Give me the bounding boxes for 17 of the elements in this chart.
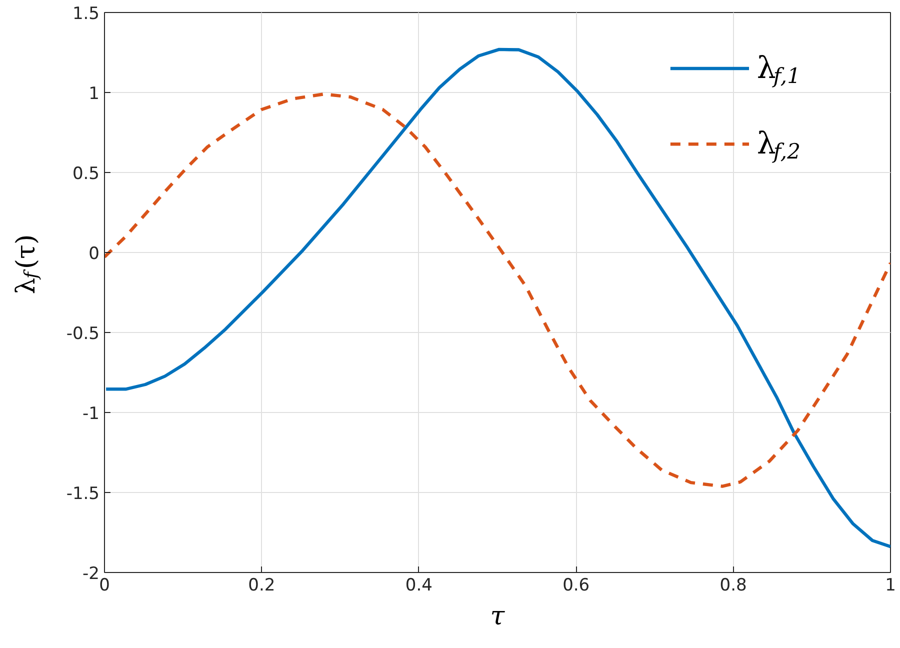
y-tick-label: 0.5 — [72, 164, 100, 184]
x-tick-label: 0.2 — [248, 576, 276, 596]
line-series — [104, 48, 890, 548]
y-tick-label: -0.5 — [66, 324, 100, 344]
y-tick-label: 0 — [88, 244, 100, 264]
y-tick-label: 1 — [88, 84, 100, 104]
line-series — [104, 92, 890, 488]
y-axis-title: λf(τ) — [12, 234, 42, 294]
x-axis-title: τ — [490, 602, 506, 632]
y-tick-label: -2 — [82, 564, 100, 584]
y-tick-label: -1 — [82, 404, 100, 424]
x-tick-label: 0.6 — [562, 576, 590, 596]
x-tick-label: 1 — [885, 576, 896, 596]
x-tick-label: 0.8 — [720, 576, 747, 596]
y-tick-label: -1.5 — [66, 484, 100, 504]
x-tick-label: 0.4 — [405, 576, 432, 596]
y-tick-label: 1.5 — [72, 4, 100, 24]
